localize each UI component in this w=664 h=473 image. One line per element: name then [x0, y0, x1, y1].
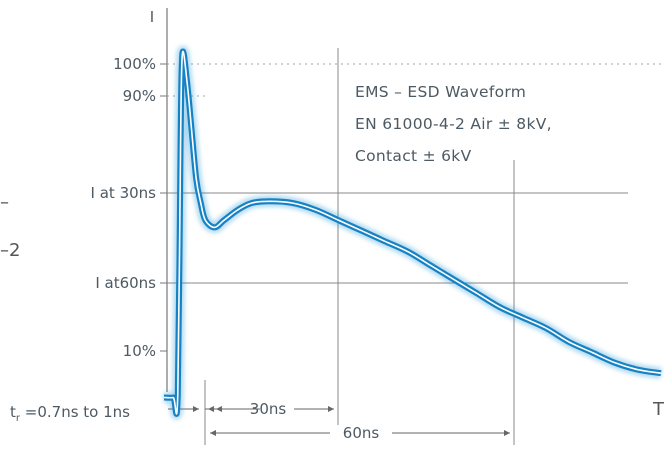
annotation-line-0: EMS – ESD Waveform	[355, 83, 526, 101]
y-tick-label-3: I at60ns	[95, 274, 156, 292]
left-edge-fragment-1: –2	[0, 240, 20, 261]
rise-arrow-in-head	[193, 406, 199, 412]
left-edge-fragment-0: –	[0, 192, 9, 213]
label-30ns: 30ns	[250, 400, 287, 418]
annotation-line-2: Contact ± 6kV	[355, 147, 472, 165]
y-tick-label-4: 10%	[123, 342, 156, 360]
dim30-arrow-right-head	[328, 406, 334, 412]
rise-time-label: tr =0.7ns to 1ns	[10, 403, 130, 424]
y-tick-label-2: I at 30ns	[91, 184, 157, 202]
dim60-arrow-right-head	[504, 430, 510, 436]
dim60-arrow-left-head	[210, 430, 216, 436]
waveform-glow	[163, 46, 662, 420]
right-edge-label: T	[652, 399, 664, 420]
y-axis-title: I	[150, 8, 154, 26]
annotation-line-1: EN 61000-4-2 Air ± 8kV,	[355, 115, 552, 133]
y-tick-label-0: 100%	[113, 55, 156, 73]
waveform-line	[163, 48, 662, 417]
waveform-highlight	[163, 50, 662, 415]
label-60ns: 60ns	[343, 424, 380, 442]
y-tick-label-1: 90%	[123, 87, 156, 105]
